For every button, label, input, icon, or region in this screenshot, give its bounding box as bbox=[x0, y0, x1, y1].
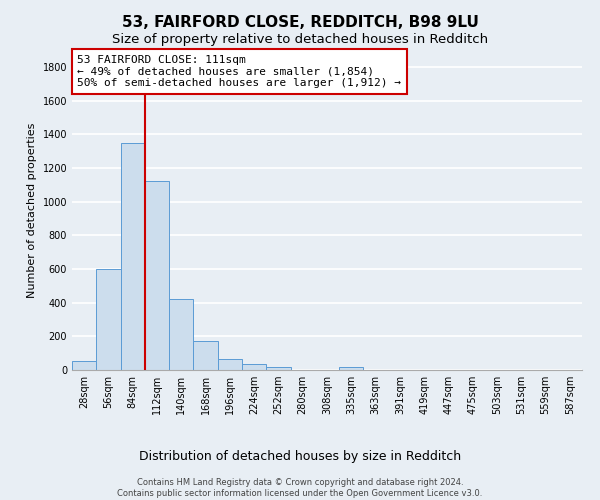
Y-axis label: Number of detached properties: Number of detached properties bbox=[27, 122, 37, 298]
Bar bbox=[169, 300, 193, 370]
Bar bbox=[145, 182, 169, 370]
Bar bbox=[193, 342, 218, 370]
Text: 53, FAIRFORD CLOSE, REDDITCH, B98 9LU: 53, FAIRFORD CLOSE, REDDITCH, B98 9LU bbox=[122, 15, 478, 30]
Text: Distribution of detached houses by size in Redditch: Distribution of detached houses by size … bbox=[139, 450, 461, 463]
Text: 53 FAIRFORD CLOSE: 111sqm
← 49% of detached houses are smaller (1,854)
50% of se: 53 FAIRFORD CLOSE: 111sqm ← 49% of detac… bbox=[77, 55, 401, 88]
Bar bbox=[266, 368, 290, 370]
Bar bbox=[242, 364, 266, 370]
Bar bbox=[72, 360, 96, 370]
Text: Contains HM Land Registry data © Crown copyright and database right 2024.
Contai: Contains HM Land Registry data © Crown c… bbox=[118, 478, 482, 498]
Bar bbox=[218, 359, 242, 370]
Bar bbox=[121, 142, 145, 370]
Bar bbox=[339, 366, 364, 370]
Bar bbox=[96, 269, 121, 370]
Text: Size of property relative to detached houses in Redditch: Size of property relative to detached ho… bbox=[112, 32, 488, 46]
